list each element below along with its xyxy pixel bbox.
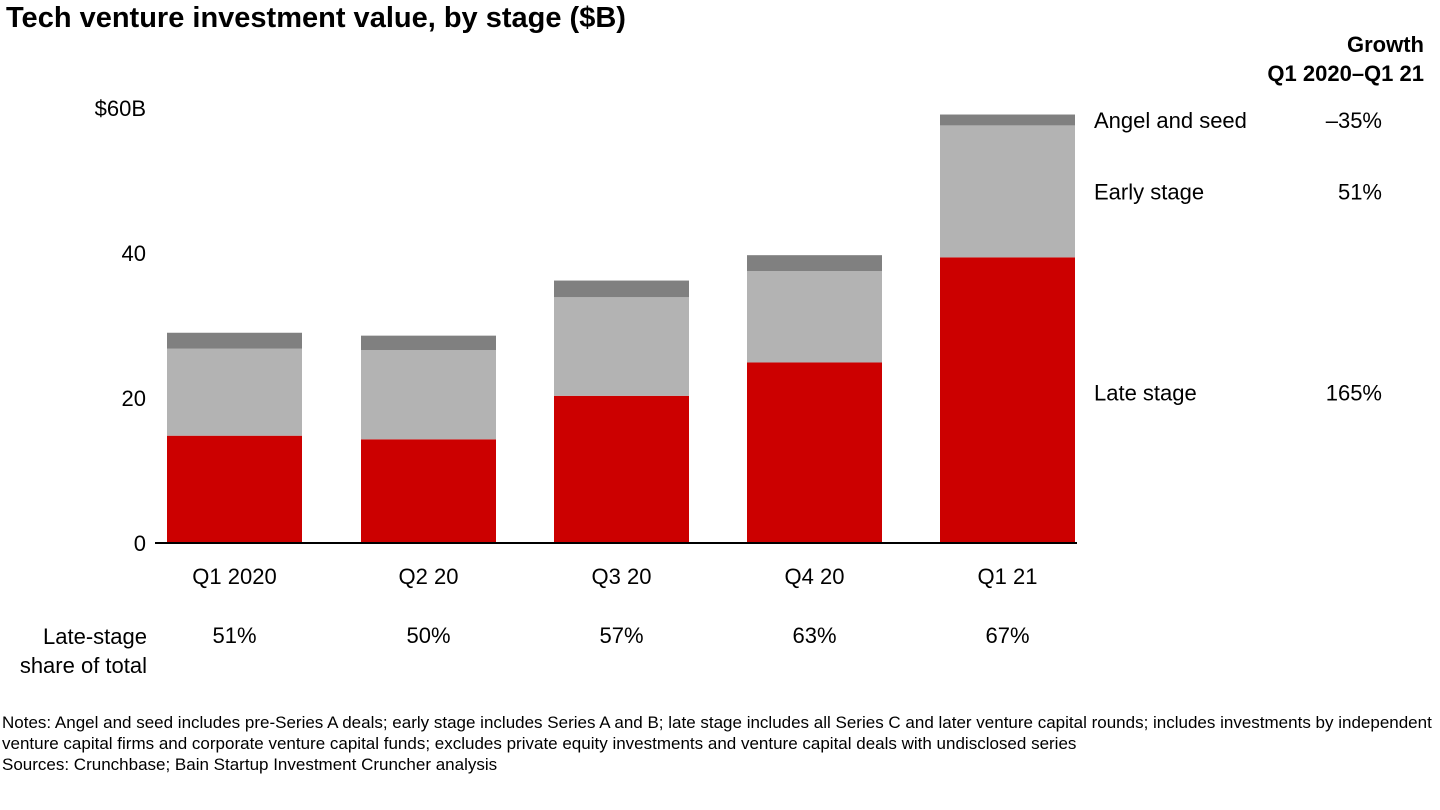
share-label-line2: share of total [19, 653, 147, 678]
x-tick-label: Q1 21 [978, 564, 1038, 589]
legend-label: Early stage [1094, 179, 1204, 204]
bar-segment [747, 362, 882, 543]
late-stage-share-row-label: Late-stage share of total [20, 622, 147, 680]
growth-value: –35% [1326, 108, 1382, 133]
bar-segment [747, 255, 882, 272]
bar-segment [167, 348, 302, 436]
bar-segment [940, 125, 1075, 258]
bar-segment [554, 297, 689, 396]
y-tick-label: $60B [95, 96, 146, 121]
growth-header-line1: Growth [1347, 32, 1424, 57]
y-tick-label: 40 [122, 241, 146, 266]
x-tick-label: Q4 20 [785, 564, 845, 589]
legend-label: Angel and seed [1094, 108, 1247, 133]
late-stage-share-label: 67% [985, 623, 1029, 648]
late-stage-share-label: 51% [212, 623, 256, 648]
x-tick-label: Q1 2020 [192, 564, 276, 589]
notes-text: Notes: Angel and seed includes pre-Serie… [2, 713, 1432, 753]
legend-label: Late stage [1094, 380, 1197, 405]
x-tick-label: Q3 20 [592, 564, 652, 589]
late-stage-share-label: 50% [406, 623, 450, 648]
y-tick-label: 0 [134, 531, 146, 556]
bar-segment [554, 280, 689, 298]
late-stage-share-label: 57% [599, 623, 643, 648]
y-tick-label: 20 [122, 386, 146, 411]
growth-value: 51% [1338, 179, 1382, 204]
sources-text: Sources: Crunchbase; Bain Startup Invest… [2, 755, 498, 774]
bar-segment [361, 335, 496, 351]
chart-notes: Notes: Angel and seed includes pre-Serie… [2, 712, 1432, 775]
growth-column-header: Growth Q1 2020–Q1 21 [1267, 30, 1424, 88]
bar-segment [940, 257, 1075, 543]
bar-segment [554, 395, 689, 543]
bar-segment [167, 332, 302, 349]
growth-header-line2: Q1 2020–Q1 21 [1267, 61, 1424, 86]
bar-segment [361, 439, 496, 543]
chart-title: Tech venture investment value, by stage … [6, 2, 626, 34]
bar-segment [167, 435, 302, 543]
bar-segment [747, 271, 882, 363]
share-label-line1: Late-stage [43, 624, 147, 649]
growth-value: 165% [1326, 380, 1382, 405]
bar-segment [940, 114, 1075, 126]
stacked-bar-chart: 0 20 40 $60B Q1 2020 51% Q2 20 50% Q3 20 57% Q4 20… [95, 96, 1382, 648]
x-tick-label: Q2 20 [399, 564, 459, 589]
bar-segment [361, 350, 496, 440]
late-stage-share-label: 63% [792, 623, 836, 648]
